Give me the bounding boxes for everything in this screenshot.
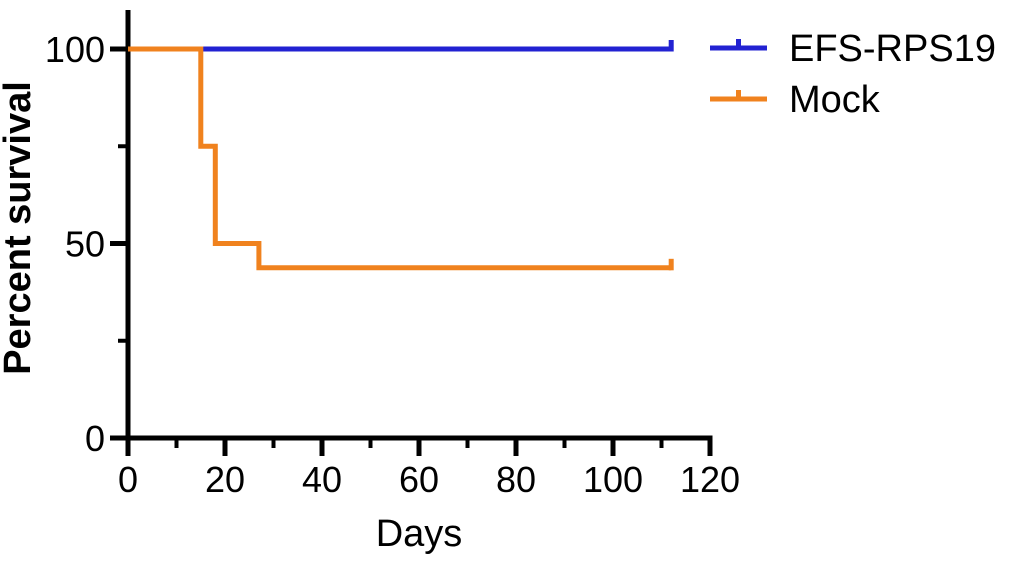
legend-item-efs-rps19: EFS-RPS19 [710, 28, 996, 70]
x-axis-tick-label: 80 [496, 459, 536, 500]
y-axis-tick-label: 0 [85, 418, 105, 459]
x-axis-title: Days [376, 513, 463, 555]
legend-item-mock: Mock [710, 79, 881, 121]
x-axis-tick-label: 120 [680, 459, 740, 500]
legend-label: Mock [789, 79, 881, 121]
y-axis-title: Percent survival [0, 81, 39, 375]
x-axis-tick-label: 0 [118, 459, 138, 500]
series-layer [128, 40, 674, 271]
legend-layer: EFS-RPS19 Mock [710, 28, 996, 121]
x-axis-tick-label: 100 [583, 459, 643, 500]
x-axis-tick-label: 20 [205, 459, 245, 500]
series-line-mock [128, 46, 672, 271]
legend-label: EFS-RPS19 [789, 28, 996, 70]
x-axis-tick-label: 40 [302, 459, 342, 500]
x-axis-tick-label: 60 [399, 459, 439, 500]
ticks-layer: 0 20 40 60 80 100 120 0 50 100 [45, 29, 740, 500]
y-axis-tick-label: 50 [65, 224, 105, 265]
y-axis-tick-label: 100 [45, 29, 105, 70]
